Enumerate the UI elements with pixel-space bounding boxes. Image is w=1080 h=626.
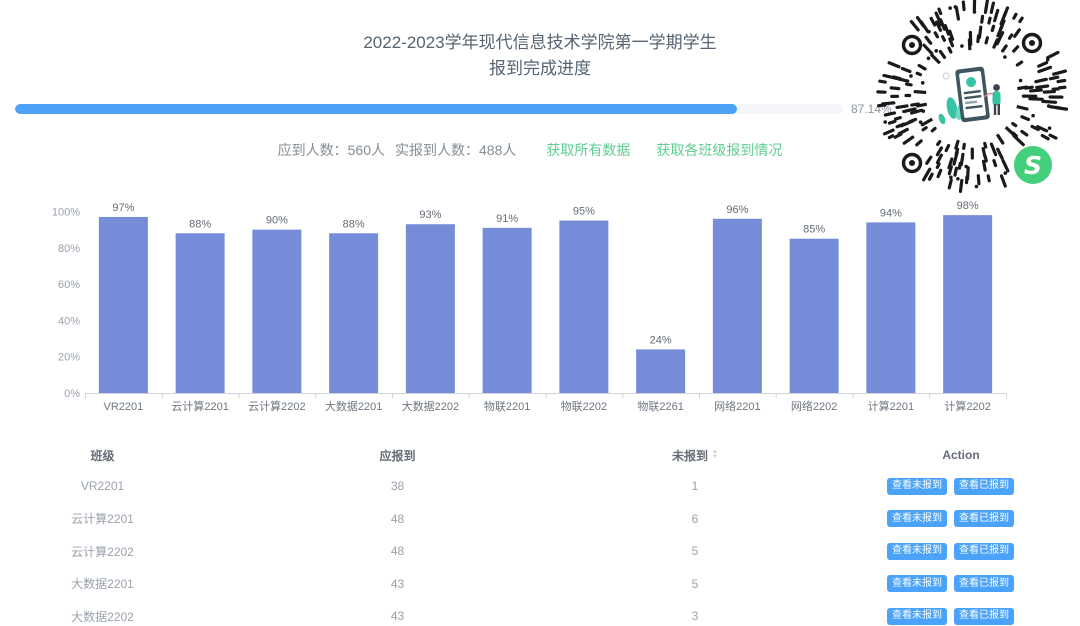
class-name: 云计算2202	[71, 544, 134, 559]
expected-value: 43	[390, 609, 405, 624]
view-not-reported-button[interactable]: 查看未报到	[887, 542, 947, 560]
col-header-not-reported-label: 未报到	[672, 448, 709, 463]
expected-count-text: 应到人数：560人	[277, 142, 385, 158]
table-row: VR2201 38 1 查看未报到 查看已报到	[60, 470, 1020, 503]
expected-value: 43	[390, 576, 405, 591]
svg-text:0%: 0%	[64, 388, 80, 400]
view-not-reported-button[interactable]: 查看未报到	[887, 510, 947, 528]
not-reported-value: 1	[691, 479, 699, 494]
svg-text:S: S	[1024, 151, 1042, 180]
svg-text:96%: 96%	[726, 204, 748, 216]
svg-text:云计算2202: 云计算2202	[248, 399, 305, 413]
svg-text:60%: 60%	[58, 279, 80, 291]
svg-text:24%: 24%	[650, 334, 672, 346]
view-reported-button[interactable]: 查看已报到	[954, 510, 1014, 528]
view-reported-button[interactable]: 查看已报到	[954, 542, 1014, 560]
svg-text:91%: 91%	[496, 213, 518, 225]
view-reported-button[interactable]: 查看已报到	[954, 477, 1014, 495]
svg-text:计算2201: 计算2201	[868, 399, 914, 413]
page-title-line2: 报到完成进度	[489, 59, 591, 78]
svg-text:90%: 90%	[266, 215, 288, 227]
stats-row: 应到人数：560人 实报到人数：488人 获取所有数据 获取各班级报到情况	[0, 140, 1060, 160]
page-title: 2022-2023学年现代信息技术学院第一学期学生 报到完成进度	[0, 30, 1080, 82]
view-reported-button[interactable]: 查看已报到	[954, 607, 1014, 625]
svg-text:云计算2201: 云计算2201	[171, 399, 228, 413]
qr-eye-icon	[901, 32, 1043, 174]
svg-text:大数据2201: 大数据2201	[325, 399, 382, 413]
view-not-reported-button[interactable]: 查看未报到	[887, 477, 947, 495]
svg-text:97%: 97%	[112, 202, 134, 214]
svg-text:88%: 88%	[189, 218, 211, 230]
col-header-class: 班级	[90, 448, 115, 463]
svg-text:98%: 98%	[957, 200, 979, 212]
table-row: 大数据2201 43 5 查看未报到 查看已报到	[60, 568, 1020, 601]
expected-value: 38	[390, 479, 405, 494]
view-not-reported-button[interactable]: 查看未报到	[887, 575, 947, 593]
report-rate-bar-chart[interactable]: 0% 20% 40% 60% 80% 100% 97% VR2201 88% 云计算2201 90%…	[0, 190, 1080, 425]
svg-text:100%: 100%	[52, 207, 80, 219]
view-not-reported-button[interactable]: 查看未报到	[887, 607, 947, 625]
svg-text:85%: 85%	[803, 224, 825, 236]
svg-text:80%: 80%	[58, 243, 80, 255]
svg-text:物联2201: 物联2201	[484, 399, 530, 413]
svg-text:计算2202: 计算2202	[944, 399, 990, 413]
not-reported-value: 5	[691, 544, 699, 559]
svg-text:95%: 95%	[573, 206, 595, 218]
qr-dash-field	[876, 0, 1069, 193]
table-row: 大数据2202 43 3 查看未报到 查看已报到	[60, 600, 1020, 626]
col-header-not-reported[interactable]: 未报到 ▲ ▼	[650, 447, 740, 464]
sort-carets-icon[interactable]: ▲ ▼	[712, 449, 718, 460]
class-name: 云计算2201	[71, 512, 134, 527]
actual-count-text: 实报到人数：488人	[395, 142, 517, 158]
class-name: 大数据2202	[71, 609, 134, 624]
svg-text:VR2201: VR2201	[103, 401, 143, 413]
svg-text:40%: 40%	[58, 315, 80, 327]
svg-text:94%: 94%	[880, 207, 902, 219]
svg-text:大数据2202: 大数据2202	[402, 399, 459, 413]
not-reported-value: 3	[691, 609, 699, 624]
wechat-miniprogram-qr-code: S	[872, 0, 1072, 196]
svg-text:网络2201: 网络2201	[714, 399, 760, 413]
col-header-expected: 应报到	[379, 448, 416, 463]
svg-text:物联2261: 物联2261	[637, 399, 683, 413]
fetch-class-data-link[interactable]: 获取各班级报到情况	[656, 142, 783, 158]
table-row: 云计算2202 48 5 查看未报到 查看已报到	[60, 535, 1020, 568]
class-name: 大数据2201	[71, 577, 134, 592]
svg-text:88%: 88%	[343, 218, 365, 230]
not-reported-value: 6	[691, 511, 699, 526]
table-row: 云计算2201 48 6 查看未报到 查看已报到	[60, 503, 1020, 536]
qr-center-illustration	[926, 50, 1018, 142]
not-reported-value: 5	[691, 576, 699, 591]
page-title-line1: 2022-2023学年现代信息技术学院第一学期学生	[363, 33, 717, 52]
svg-text:网络2202: 网络2202	[791, 399, 837, 413]
class-name: VR2201	[80, 479, 125, 494]
progress-bar: 87.14%	[15, 102, 892, 116]
svg-text:物联2202: 物联2202	[561, 399, 607, 413]
class-report-table: 班级 应报到 未报到 ▲ ▼ Action VR2201 38 1 查看未报到 查…	[60, 440, 1020, 626]
svg-text:20%: 20%	[58, 352, 80, 364]
expected-value: 48	[390, 511, 405, 526]
miniprogram-logo-icon: S	[1014, 146, 1052, 184]
svg-text:93%: 93%	[419, 209, 441, 221]
expected-value: 48	[390, 544, 405, 559]
fetch-all-data-link[interactable]: 获取所有数据	[546, 142, 631, 158]
table-header-row: 班级 应报到 未报到 ▲ ▼ Action	[60, 440, 1020, 470]
progress-fill	[15, 104, 737, 114]
view-reported-button[interactable]: 查看已报到	[954, 575, 1014, 593]
col-header-action: Action	[942, 448, 980, 462]
progress-track	[15, 104, 843, 114]
